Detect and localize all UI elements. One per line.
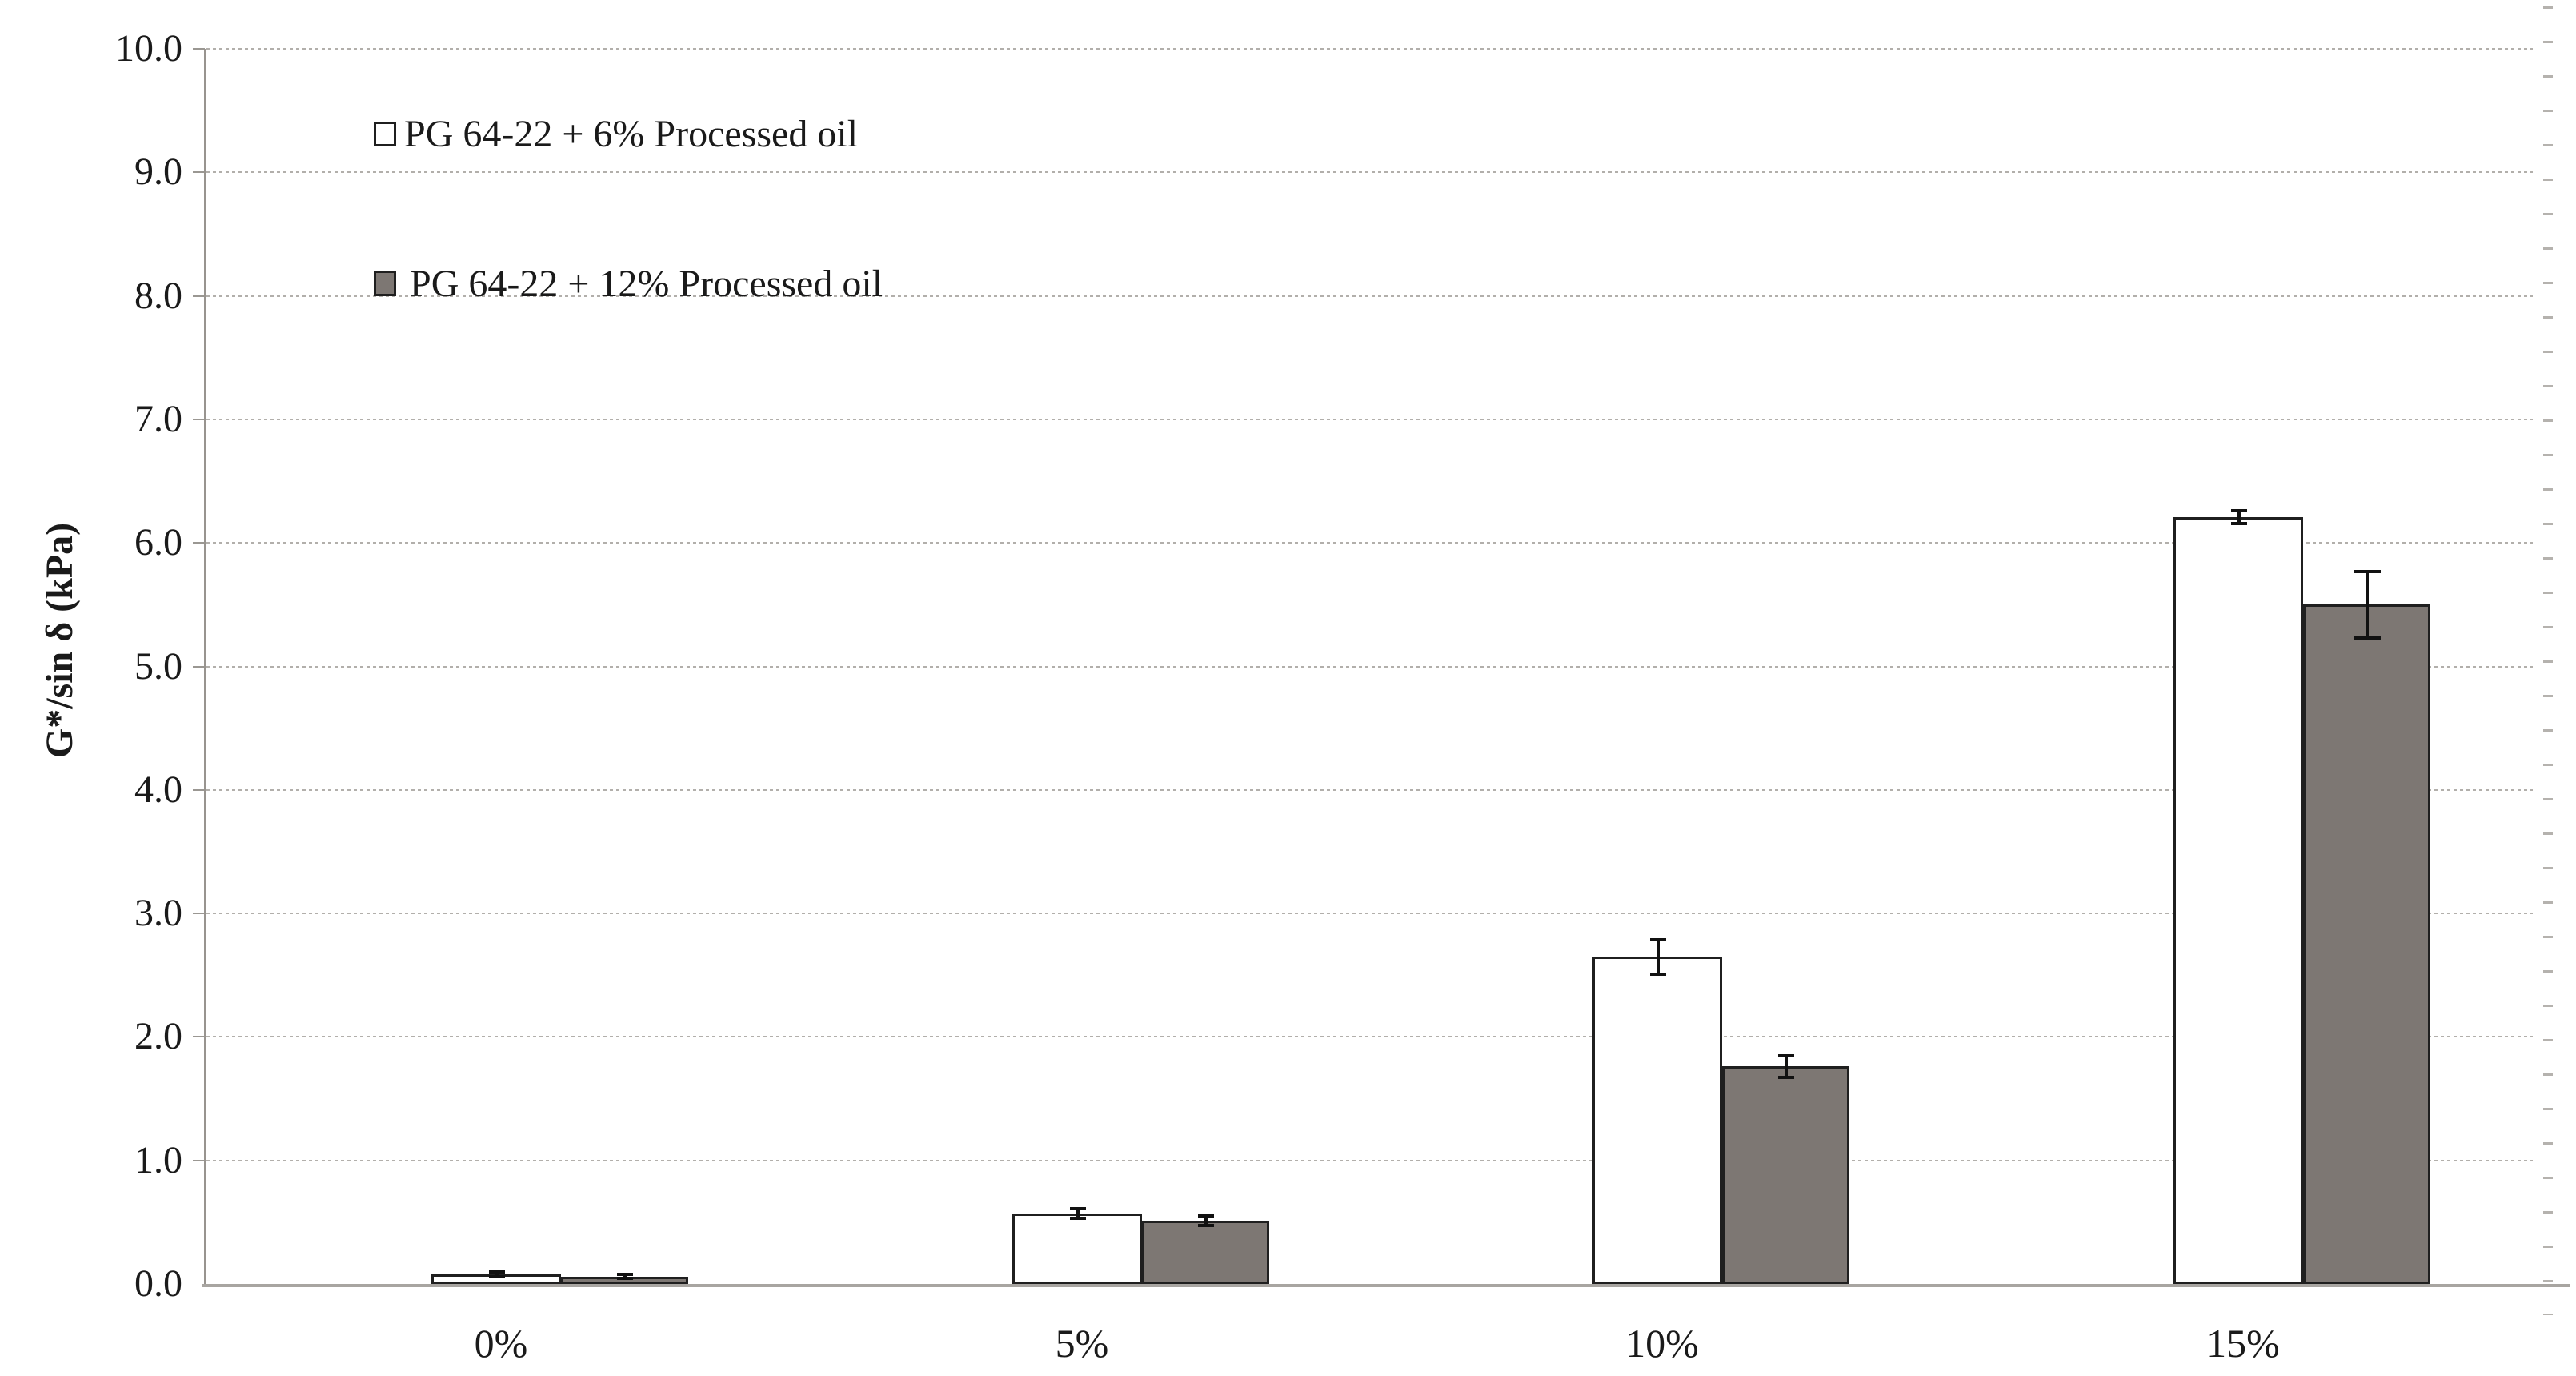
y-axis-tick [193, 913, 205, 915]
error-bar-cap-top [1070, 1206, 1086, 1210]
y-axis-tick [193, 295, 205, 297]
x-tick-label: 5% [1055, 1321, 1109, 1366]
y-tick-label: 2.0 [134, 1015, 182, 1058]
x-tick-label: 10% [1625, 1321, 1699, 1366]
error-bar-cap-bottom [617, 1277, 633, 1281]
bar-series-1-cat-15% [2173, 516, 2303, 1284]
gridline [206, 171, 2533, 174]
error-bar-line [1657, 939, 1660, 974]
error-bar-line [1785, 1055, 1788, 1078]
gridline [206, 48, 2533, 50]
y-axis-tick [193, 1036, 205, 1038]
y-axis-tick [193, 48, 205, 50]
right-minor-ticks [2543, 6, 2553, 1315]
error-bar-cap-top [2354, 569, 2381, 573]
y-tick-label: 6.0 [134, 521, 182, 564]
y-tick-label: 3.0 [134, 892, 182, 935]
y-axis-tick [193, 171, 205, 174]
error-bar-cap-bottom [1650, 972, 1666, 976]
gridline [206, 542, 2533, 544]
error-bar-line [1076, 1208, 1080, 1219]
error-bar-cap-bottom [489, 1274, 505, 1278]
x-tick-label: 0% [474, 1321, 528, 1366]
bar-series-2-cat-10% [1722, 1066, 1849, 1284]
gridline [206, 418, 2533, 420]
y-tick-label: 9.0 [134, 150, 182, 194]
y-axis-line [204, 49, 206, 1284]
error-bar-cap-bottom [1070, 1217, 1086, 1221]
y-tick-label: 8.0 [134, 274, 182, 317]
error-bar-cap-bottom [1778, 1076, 1794, 1080]
gridline [206, 665, 2533, 668]
bar-series-2-cat-15% [2303, 604, 2430, 1284]
error-bar-cap-top [489, 1270, 505, 1274]
y-tick-label: 5.0 [134, 644, 182, 688]
y-axis-tick [193, 1159, 205, 1161]
y-axis-tick [193, 788, 205, 791]
error-bar-cap-top [1198, 1214, 1214, 1218]
x-axis-baseline [202, 1284, 2570, 1287]
error-bar-cap-top [1778, 1053, 1794, 1057]
error-bar-cap-top [617, 1273, 633, 1277]
error-bar-cap-bottom [1198, 1224, 1214, 1228]
y-axis-tick [193, 665, 205, 668]
y-tick-label: 1.0 [134, 1138, 182, 1181]
error-bar-line [2237, 511, 2241, 524]
y-axis-tick [193, 418, 205, 420]
error-bar-cap-bottom [2354, 636, 2381, 640]
y-tick-label: 4.0 [134, 768, 182, 811]
gridline [206, 913, 2533, 915]
gridline [206, 295, 2533, 297]
legend-label-series-2: PG 64-22 + 12% Processed oil [410, 263, 883, 305]
gridline [206, 788, 2533, 791]
y-tick-label: 0.0 [134, 1262, 182, 1305]
bar-series-1-cat-5% [1012, 1214, 1142, 1284]
y-tick-label: 7.0 [134, 397, 182, 440]
error-bar-line [495, 1271, 499, 1277]
y-axis-tick [193, 542, 205, 544]
y-tick-label: 10.0 [115, 27, 182, 70]
legend-label-series-1: PG 64-22 + 6% Processed oil [404, 113, 859, 155]
error-bar-line [1204, 1216, 1208, 1226]
error-bar-cap-top [1650, 937, 1666, 941]
error-bar-line [2366, 571, 2369, 638]
gridline [206, 1036, 2533, 1038]
error-bar-cap-top [2231, 509, 2247, 513]
legend-swatch-series-1 [374, 122, 396, 146]
legend-swatch-series-2 [374, 271, 396, 296]
x-tick-label: 15% [2206, 1321, 2280, 1366]
error-bar-cap-bottom [2231, 521, 2247, 525]
error-bar-line [623, 1274, 627, 1279]
bar-series-2-cat-5% [1142, 1221, 1269, 1284]
bar-series-1-cat-10% [1592, 957, 1722, 1284]
gridline [206, 1159, 2533, 1161]
